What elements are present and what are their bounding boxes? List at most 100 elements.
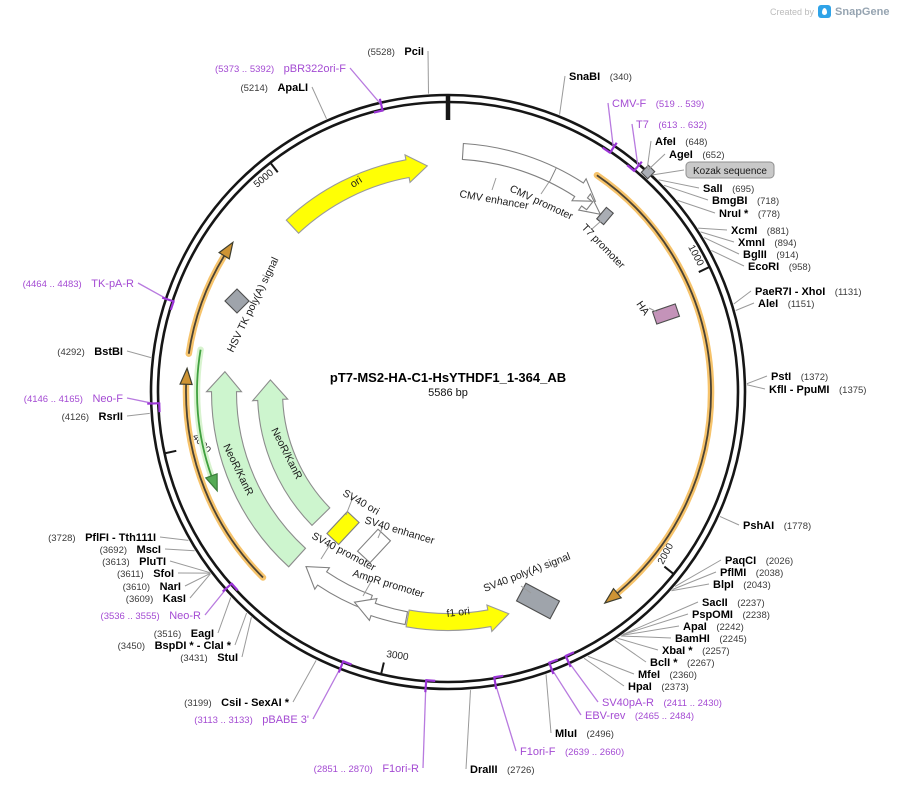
transcript-arrow-upper-left[interactable] xyxy=(187,255,225,354)
kozak-label-box[interactable] xyxy=(685,161,775,179)
enzyme-label-XbaI *[interactable]: XbaI * (2257) xyxy=(662,645,730,657)
enzyme-label-SacII[interactable]: SacII (2237) xyxy=(702,597,765,609)
enzyme-label-PaqCI[interactable]: PaqCI (2026) xyxy=(725,555,793,567)
feature-leader-4 xyxy=(320,542,332,560)
neor-kanr-inner[interactable] xyxy=(251,379,331,527)
primer-label-pBABE 3'[interactable]: (3113 .. 3133) pBABE 3' xyxy=(194,714,309,726)
enzyme-label-EagI[interactable]: (3516) EagI xyxy=(154,628,214,640)
primer-label-TK-pA-R[interactable]: (4464 .. 4483) TK-pA-R xyxy=(23,278,134,290)
enzyme-label-PluTI[interactable]: (3613) PluTI xyxy=(102,556,166,568)
enzyme-label-EcoRI[interactable]: EcoRI (958) xyxy=(748,261,811,273)
enzyme-label-SfoI[interactable]: (3611) SfoI xyxy=(117,568,174,580)
leader-PspOMI xyxy=(622,613,689,636)
leader-PciI xyxy=(427,50,430,94)
leader-pBR322ori-F xyxy=(349,67,382,106)
enzyme-label-BmgBI[interactable]: BmgBI (718) xyxy=(712,195,779,207)
enzyme-label-AfeI[interactable]: AfeI (648) xyxy=(655,136,707,148)
enzyme-label-XmnI[interactable]: XmnI (894) xyxy=(738,237,797,249)
enzyme-label-SnaBI[interactable]: SnaBI (340) xyxy=(569,71,632,83)
enzyme-label-PstI[interactable]: PstI (1372) xyxy=(771,371,828,383)
kozak-ring-box[interactable] xyxy=(640,164,656,180)
enzyme-label-PciI[interactable]: (5528) PciI xyxy=(367,46,424,58)
tick-1000 xyxy=(698,266,711,273)
ori-label[interactable]: ori xyxy=(348,174,364,190)
ha-tag-box[interactable] xyxy=(651,303,681,325)
enzyme-label-ApaLI[interactable]: (5214) ApaLI xyxy=(240,82,308,94)
enzyme-label-BlpI[interactable]: BlpI (2043) xyxy=(713,579,771,591)
sv40-promoter-arrow[interactable] xyxy=(305,566,374,612)
cmv-enhancer-promoter-arrow[interactable] xyxy=(461,142,597,202)
leader-HpaI xyxy=(583,657,625,687)
enzyme-label-NruI *[interactable]: NruI * (778) xyxy=(719,208,780,220)
hsv-tk-polya-box[interactable] xyxy=(224,288,250,314)
primer-mark-foot xyxy=(626,164,635,172)
primer-label-SV40pA-R[interactable]: SV40pA-R (2411 .. 2430) xyxy=(602,697,722,709)
enzyme-label-StuI[interactable]: (3431) StuI xyxy=(180,652,238,664)
enzyme-label-PflMI[interactable]: PflMI (2038) xyxy=(720,567,783,579)
primer-label-Neo-F[interactable]: (4146 .. 4165) Neo-F xyxy=(24,393,123,405)
enzyme-label-CsiI - SexAI *[interactable]: (3199) CsiI - SexAI * xyxy=(184,697,290,709)
enzyme-label-BstBI[interactable]: (4292) BstBI xyxy=(57,346,123,358)
enzyme-label-PshAI[interactable]: PshAI (1778) xyxy=(743,520,811,532)
ori-arrow[interactable] xyxy=(285,153,429,234)
plasmid-ring-inner xyxy=(156,100,740,684)
leader-PluTI xyxy=(169,560,210,574)
t7-promoter-label[interactable]: T7 promoter xyxy=(579,222,628,272)
leader-KasI xyxy=(189,573,211,599)
primer-label-F1ori-F[interactable]: F1ori-F (2639 .. 2660) xyxy=(520,746,624,758)
enzyme-label-BamHI[interactable]: BamHI (2245) xyxy=(675,633,747,645)
enzyme-label-PflFI - Tth111I[interactable]: (3728) PflFI - Tth111I xyxy=(48,532,156,544)
enzyme-label-DraIII[interactable]: DraIII (2726) xyxy=(470,764,534,776)
sv40-ori-box[interactable] xyxy=(326,510,360,546)
enzyme-label-BglII[interactable]: BglII (914) xyxy=(743,249,799,261)
kozak-label[interactable]: Kozak sequence xyxy=(693,166,767,177)
transcript-arrow-left[interactable] xyxy=(185,384,264,579)
enzyme-label-PaeR7I - XhoI[interactable]: PaeR7I - XhoI (1131) xyxy=(755,286,862,298)
enzyme-label-MscI[interactable]: (3692) MscI xyxy=(100,544,161,556)
enzyme-label-MluI[interactable]: MluI (2496) xyxy=(555,728,614,740)
leader-T7 xyxy=(631,123,639,167)
leader-NarI xyxy=(184,572,211,587)
transcript-arrow-right[interactable] xyxy=(596,174,712,594)
primer-label-EBV-rev[interactable]: EBV-rev (2465 .. 2484) xyxy=(585,710,694,722)
enzyme-label-XcmI[interactable]: XcmI (881) xyxy=(731,225,789,237)
leader-CMV-F xyxy=(607,102,615,148)
enzyme-label-HpaI[interactable]: HpaI (2373) xyxy=(628,681,689,693)
enzyme-label-AleI[interactable]: AleI (1151) xyxy=(758,298,814,310)
sv40-polya-box[interactable] xyxy=(515,582,561,620)
ampr-promoter-arrow[interactable] xyxy=(353,597,409,626)
ha-label[interactable]: HA xyxy=(634,299,652,318)
neor-kanr-outer[interactable] xyxy=(205,370,307,568)
enzyme-label-BclI *[interactable]: BclI * (2267) xyxy=(650,657,714,669)
primer-label-pBR322ori-F[interactable]: (5373 .. 5392) pBR322ori-F xyxy=(215,63,346,75)
f1-ori-arrow[interactable] xyxy=(405,604,510,633)
primer-mark-foot xyxy=(230,582,239,592)
enzyme-label-ApaI[interactable]: ApaI (2242) xyxy=(683,621,744,633)
t7-promoter-arrow[interactable] xyxy=(577,192,602,216)
primer-label-T7[interactable]: T7 (613 .. 632) xyxy=(636,119,707,131)
enzyme-label-BspDI * - ClaI *[interactable]: (3450) BspDI * - ClaI * xyxy=(118,640,232,652)
feature-leader-8 xyxy=(540,181,550,195)
enzyme-label-RsrII[interactable]: (4126) RsrII xyxy=(62,411,123,423)
enzyme-label-KflI - PpuMI[interactable]: KflI - PpuMI (1375) xyxy=(769,384,866,396)
leader-ApaI xyxy=(621,625,680,636)
primer-label-F1ori-R[interactable]: (2851 .. 2870) F1ori-R xyxy=(314,763,419,775)
enzyme-label-MfeI[interactable]: MfeI (2360) xyxy=(638,669,697,681)
leader-SacII xyxy=(622,601,699,635)
enzyme-label-NarI[interactable]: (3610) NarI xyxy=(123,581,181,593)
leader-AfeI xyxy=(646,140,652,170)
enzyme-label-PspOMI[interactable]: PspOMI (2238) xyxy=(692,609,770,621)
feature-leader-5 xyxy=(362,579,373,597)
sv40-enhancer-box[interactable] xyxy=(356,528,392,564)
neor-gene-arrow[interactable] xyxy=(196,349,213,477)
primer-label-CMV-F[interactable]: CMV-F (519 .. 539) xyxy=(612,98,704,110)
primer-label-Neo-R[interactable]: (3536 .. 3555) Neo-R xyxy=(101,610,201,622)
enzyme-label-SalI[interactable]: SalI (695) xyxy=(703,183,754,195)
enzyme-label-AgeI[interactable]: AgeI (652) xyxy=(669,149,725,161)
enzyme-label-KasI[interactable]: (3609) KasI xyxy=(126,593,186,605)
f1-ori-label[interactable]: f1 ori xyxy=(446,605,471,620)
feature-leader-7 xyxy=(491,177,497,191)
leader-SalI xyxy=(658,179,700,189)
leader-KflI - PpuMI xyxy=(746,384,766,390)
